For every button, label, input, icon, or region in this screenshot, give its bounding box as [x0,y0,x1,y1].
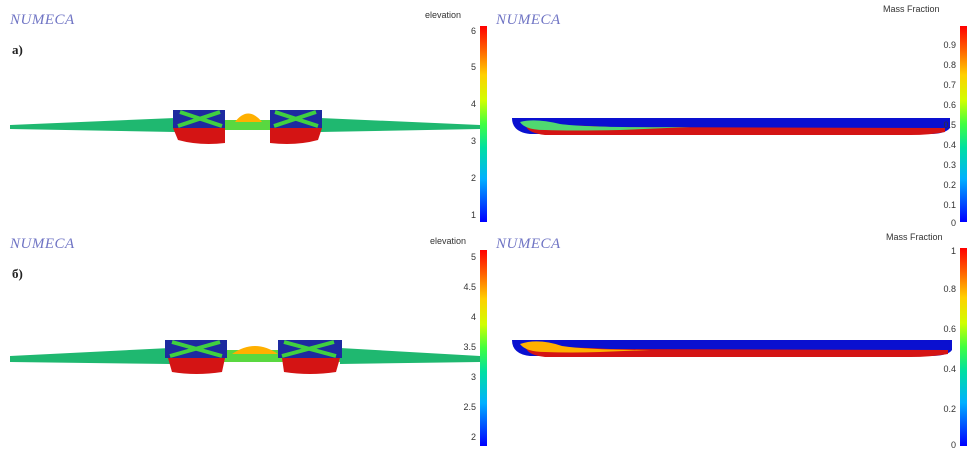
hull-right-pattern [273,110,319,128]
tick-label: 0.6 [943,100,956,110]
tick-label: 5 [470,62,476,72]
elevation-view-a [10,110,480,144]
tick-label: 0.2 [943,404,956,414]
water-surface-right [320,118,480,132]
numeca-logo: NUMECA [10,236,75,252]
hull-left-bottom [168,358,225,374]
water-surface-left [10,118,175,132]
elevation-peak [232,346,278,354]
elevation-view-b [10,340,480,374]
tick-label: 1 [950,246,956,256]
tick-label: 6 [470,26,476,36]
tick-label: 0.3 [943,160,956,170]
hull-right-bottom [282,358,340,374]
tick-label: 0 [950,218,956,226]
tick-label: 2 [470,173,476,183]
panel-b-mass-fraction: NUMECA Mass Fraction 1 0.8 0.6 0.4 0.2 0 [490,226,969,450]
colorbar [960,26,967,222]
tick-label: 2.5 [463,402,476,412]
tick-label: 3 [470,372,476,382]
tick-label: 3.5 [463,342,476,352]
colorbar-title: elevation [430,236,467,246]
tick-label: 4.5 [463,282,476,292]
tick-label: 0.5 [943,120,956,130]
colorbar [960,248,967,446]
tick-label: 3 [470,136,476,146]
tick-label: 0.8 [943,60,956,70]
water-surface-left [10,348,170,364]
tick-label: 4 [470,99,476,109]
tick-label: 0.4 [943,140,956,150]
tick-label: 0.7 [943,80,956,90]
tick-label: 0.6 [943,324,956,334]
colorbar-title: Mass Fraction [886,232,943,242]
mass-fraction-green-region [520,120,690,131]
tick-label: 0.8 [943,284,956,294]
colorbar [480,250,487,446]
colorbar [480,26,487,222]
tick-label: 0.9 [943,40,956,50]
panel-label-b: б) [12,266,23,281]
mass-fraction-view-a [512,118,950,135]
panel-a-elevation: NUMECA a) elevation 6 5 4 3 2 1 [0,0,490,226]
numeca-logo: NUMECA [496,236,561,252]
panel-label-a: a) [12,42,23,57]
numeca-logo: NUMECA [496,12,561,28]
tick-label: 4 [470,312,476,322]
tick-label: 1 [470,210,476,220]
hull-left-pattern [177,110,223,128]
hull-left-pattern [169,340,223,358]
hull-right-bottom [270,128,322,144]
tick-label: 2 [470,432,476,442]
mass-fraction-view-b [512,340,952,357]
water-surface-right [340,348,480,364]
panel-a-mass-fraction: NUMECA Mass Fraction 0.9 0.8 0.7 0.6 0.5… [490,0,969,226]
numeca-logo: NUMECA [10,12,75,28]
elevation-peak [235,113,262,122]
panel-b-elevation: NUMECA б) elevation 5 4.5 4 3.5 3 2.5 2 [0,226,490,450]
hull-right-pattern [281,340,337,358]
colorbar-title: Mass Fraction [883,4,940,14]
tick-label: 0.1 [943,200,956,210]
mass-fraction-red-region [526,347,948,357]
mass-fraction-orange-region [520,341,650,353]
tick-label: 0.4 [943,364,956,374]
tick-label: 0 [950,440,956,450]
tick-label: 5 [470,252,476,262]
tick-label: 0.2 [943,180,956,190]
colorbar-title: elevation [425,10,462,20]
hull-left-bottom [173,128,225,144]
